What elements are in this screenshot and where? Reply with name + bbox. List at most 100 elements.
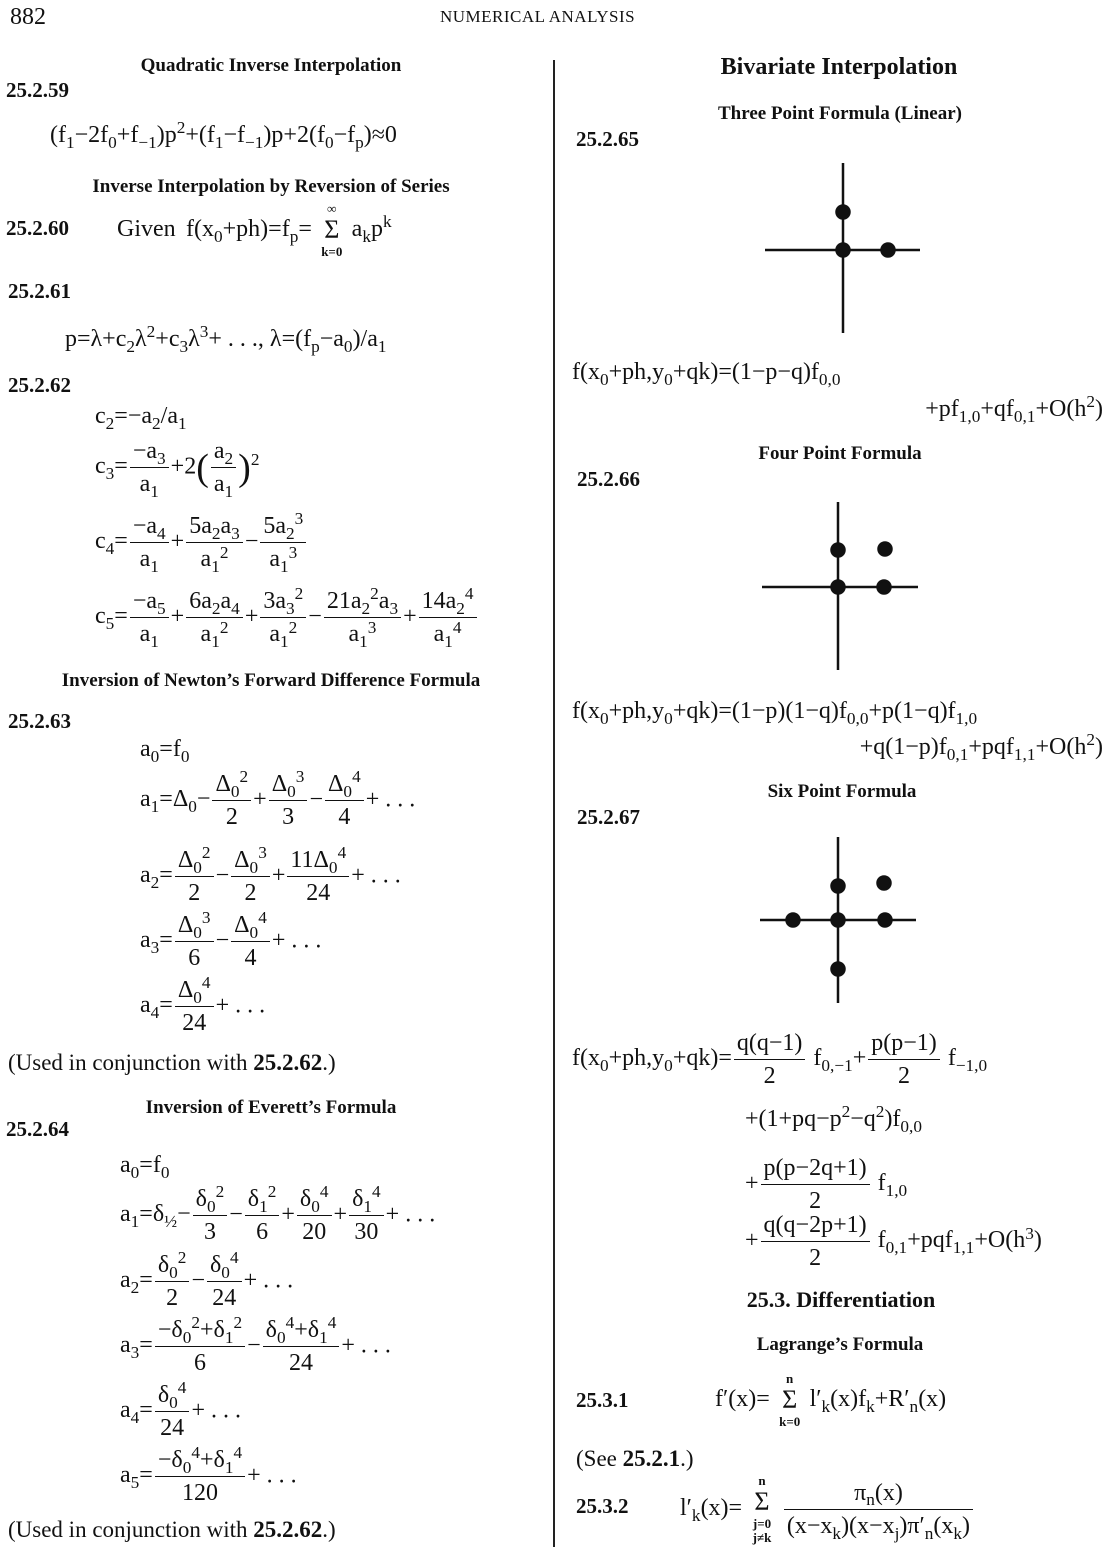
running-title: NUMERICAL ANALYSIS xyxy=(440,7,636,26)
large-parenthesis: ) xyxy=(238,446,251,489)
denominator: 24 xyxy=(306,880,331,907)
numerator: 14a24 xyxy=(418,585,477,619)
bivariate-title: Bivariate Interpolation xyxy=(720,54,958,80)
fraction: −δ02+δ12 6 xyxy=(154,1314,246,1377)
eq-label-25-2-65: 25.2.65 xyxy=(576,127,639,151)
numerator: 3a32 xyxy=(260,585,307,619)
math-term: − xyxy=(215,927,230,954)
denominator: 2 xyxy=(166,1285,179,1312)
math-term: + xyxy=(745,1227,759,1254)
denominator: a13 xyxy=(348,617,377,651)
fraction: δ02 2 xyxy=(154,1249,190,1312)
denominator: a13 xyxy=(269,542,298,576)
denominator: 6 xyxy=(193,1350,206,1377)
math-term: + . . . xyxy=(365,786,416,813)
math-term: +2 xyxy=(170,453,197,480)
math-term: a2= xyxy=(120,1267,153,1297)
numerator: −δ02+δ12 xyxy=(154,1314,246,1348)
math-term: a0=f0 xyxy=(140,736,190,766)
denominator: a14 xyxy=(433,617,462,651)
denominator: 3 xyxy=(203,1219,216,1246)
eq-label-25-2-67: 25.2.67 xyxy=(577,805,640,829)
six-point-diagram xyxy=(760,837,916,1003)
eq-label-25-2-59: 25.2.59 xyxy=(6,78,69,102)
numerator: Δ02 xyxy=(174,844,214,878)
fraction: q(q−1) 2 xyxy=(733,1030,806,1090)
math-term: + xyxy=(170,603,185,630)
fraction: πn(x) (x−xk)(x−xj)π′n(xk) xyxy=(783,1480,974,1542)
eq-label-25-2-62: 25.2.62 xyxy=(8,373,71,397)
numerator: δ04+δ14 xyxy=(262,1314,340,1348)
math-term: + xyxy=(281,1201,295,1228)
numerator: 11Δ04 xyxy=(287,844,350,878)
fraction: 21a22a3 a13 xyxy=(323,585,402,651)
note-used-in-conjunction-2: (Used in conjunction with 25.2.62.) xyxy=(8,1517,336,1543)
numerator: 6a2a4 xyxy=(186,588,243,619)
math-term: − xyxy=(309,786,323,813)
math-term: l′k(x)= xyxy=(680,1495,743,1525)
denominator: 6 xyxy=(188,945,201,972)
numerator: −a5 xyxy=(129,588,169,619)
denominator: 24 xyxy=(182,1010,207,1037)
math-term: + xyxy=(745,1170,759,1197)
math-term: c4= xyxy=(95,528,128,558)
math-term: + . . . xyxy=(341,1332,391,1359)
fraction: δ12 6 xyxy=(244,1183,280,1246)
formula-25-2-66-line1: f(x0+ph,y0+qk)=(1−p)(1−q)f0,0+p(1−q)f1,0 xyxy=(572,698,977,727)
math-term: f(x0+ph)=fp= xyxy=(186,216,312,246)
sigma-symbol: Σ xyxy=(324,215,340,245)
see-reference: (See 25.2.1.) xyxy=(576,1446,694,1472)
numerator: Δ04 xyxy=(174,974,214,1008)
formula-everett-a0: a0=f0 xyxy=(120,1152,170,1182)
numerator: δ12 xyxy=(244,1183,280,1217)
denominator: 24 xyxy=(160,1415,185,1442)
math-term: − xyxy=(215,862,230,889)
formula-c3: c3= −a3 a1 +2(a2 a1)2 xyxy=(95,438,259,501)
math-term: a4= xyxy=(140,992,173,1022)
numerator: p(p−2q+1) xyxy=(760,1155,870,1186)
math-term: a0=f0 xyxy=(120,1152,170,1182)
math-term: akpk xyxy=(351,212,392,246)
formula-c4: c4= −a4 a1 +5a2a3 a12−5a23 a13 xyxy=(95,510,308,576)
page-number: 882 xyxy=(10,4,46,30)
numerator: δ04 xyxy=(296,1183,332,1217)
numerator: p(p−1) xyxy=(868,1030,940,1061)
math-term: p=λ+c2λ2+c3λ3+ . . ., λ=(fp−a0)/a1 xyxy=(65,322,387,356)
sum-lower-limit: k=0 xyxy=(321,243,343,259)
fraction: 5a23 a13 xyxy=(260,510,307,576)
fraction: q(q−2p+1) 2 xyxy=(760,1212,870,1272)
math-term: f0,−1+ xyxy=(807,1045,867,1075)
numerator: −a4 xyxy=(129,513,169,544)
fraction: δ04 20 xyxy=(296,1183,332,1246)
math-term: a4= xyxy=(120,1397,153,1427)
formula-newton-a4: a4= Δ04 24 + . . . xyxy=(140,974,265,1037)
math-term: f1,0 xyxy=(871,1170,908,1200)
fraction: Δ02 2 xyxy=(212,768,252,831)
formula-25-2-67-line2: +(1+pq−p2−q2)f0,0 xyxy=(745,1103,922,1134)
fraction: 3a32 a12 xyxy=(260,585,307,650)
fraction: Δ03 6 xyxy=(174,909,214,972)
formula-25-2-66-line2: +q(1−p)f0,1+pqf1,1+O(h2) xyxy=(860,731,1103,762)
note-text: .) xyxy=(680,1446,694,1471)
fraction: p(p−2q+1) 2 xyxy=(760,1155,870,1215)
math-term: − xyxy=(247,1332,261,1359)
math-term: + . . . xyxy=(351,862,401,889)
numerator: 5a23 xyxy=(260,510,307,544)
sum-upper-limit: n xyxy=(786,1371,794,1386)
eq-label-25-2-63: 25.2.63 xyxy=(8,709,71,733)
section-title-lagrange: Lagrange’s Formula xyxy=(756,1334,924,1355)
numerator: 21a22a3 xyxy=(323,585,402,619)
note-used-in-conjunction-1: (Used in conjunction with 25.2.62.) xyxy=(8,1050,336,1076)
fraction: Δ03 2 xyxy=(231,844,270,907)
numerator: Δ03 xyxy=(268,768,308,802)
math-term: − xyxy=(229,1201,243,1228)
denominator: 2 xyxy=(898,1063,911,1090)
denominator: a1 xyxy=(213,471,234,501)
denominator: 120 xyxy=(181,1480,218,1507)
eq-label-25-3-2: 25.3.2 xyxy=(576,1494,629,1518)
math-term: a2= xyxy=(140,862,173,892)
denominator: 24 xyxy=(212,1285,237,1312)
